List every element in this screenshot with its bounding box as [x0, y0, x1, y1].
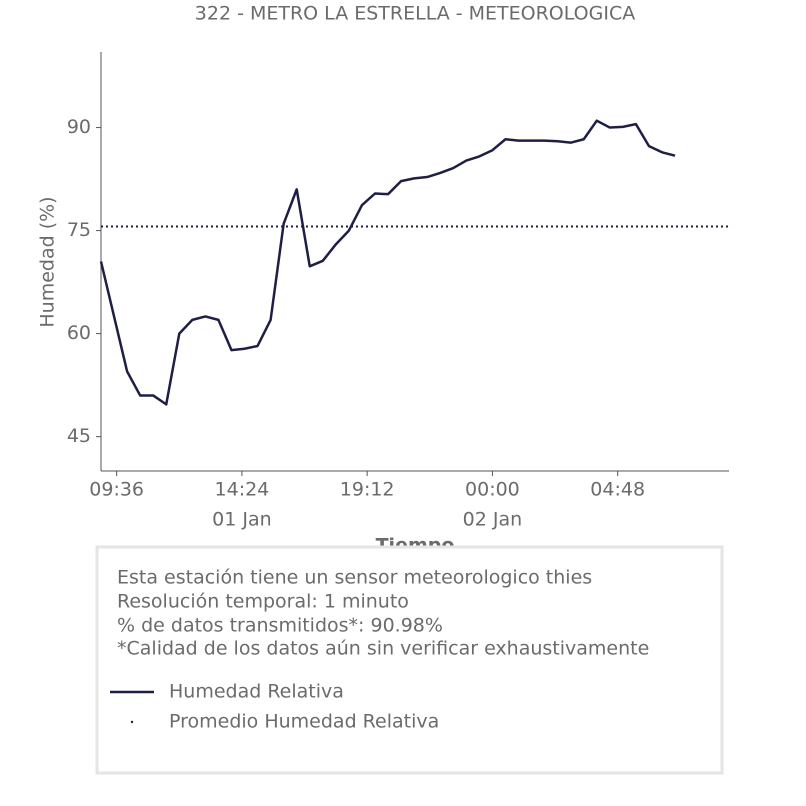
chart-title: 322 - METRO LA ESTRELLA - METEOROLOGICA	[195, 3, 635, 25]
y-tick-label: 45	[67, 425, 91, 447]
legend-label: Humedad Relativa	[169, 681, 344, 703]
legend-box	[95, 545, 724, 775]
note: % de datos transmitidos*: 90.98%	[117, 615, 443, 637]
note: *Calidad de los datos aún sin verificar …	[117, 638, 649, 660]
x-tick-date: 01 Jan	[212, 509, 272, 531]
x-tick-label: 14:24	[215, 479, 270, 501]
y-tick-label: 60	[67, 322, 91, 344]
y-tick-label: 90	[67, 116, 91, 138]
x-tick-label: 19:12	[340, 479, 395, 501]
x-tick-label: 00:00	[465, 479, 520, 501]
y-axis-label: Humedad (%)	[37, 196, 59, 327]
x-tick-label: 04:48	[590, 479, 645, 501]
note: Resolución temporal: 1 minuto	[117, 591, 409, 613]
note: Esta estación tiene un sensor meteorolog…	[117, 567, 592, 589]
legend-swatch	[130, 720, 134, 724]
x-tick-date: 02 Jan	[463, 509, 523, 531]
y-tick-label: 75	[67, 219, 91, 241]
legend-label: Promedio Humedad Relativa	[169, 711, 439, 733]
data-line	[99, 119, 676, 406]
x-tick-label: 09:36	[89, 479, 144, 501]
